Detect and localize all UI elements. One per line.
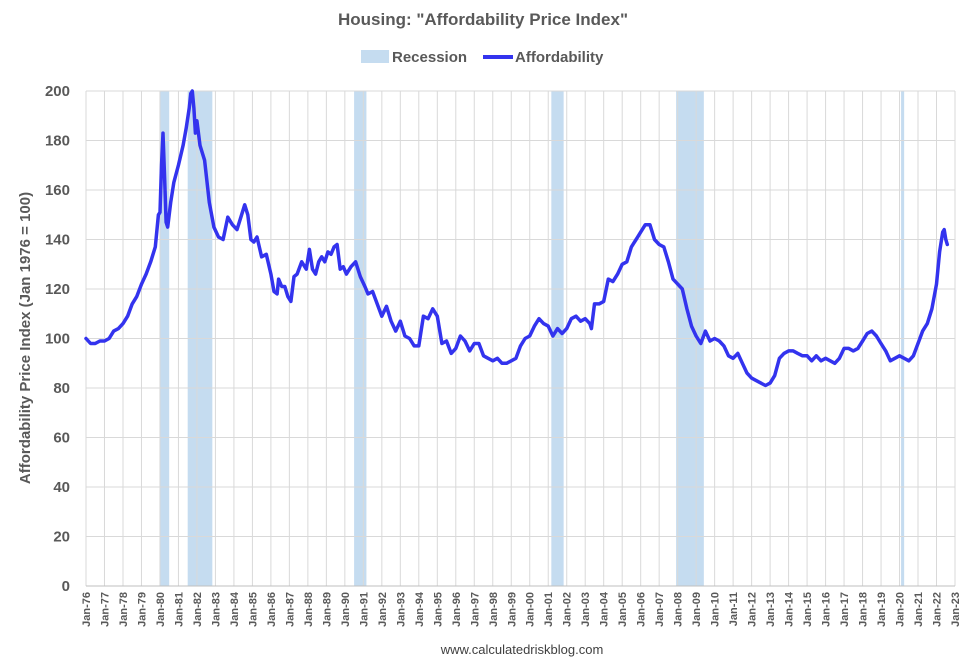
x-tick-label: Jan-16: [821, 592, 833, 627]
legend-recession-swatch: [361, 50, 389, 63]
x-tick-label: Jan-97: [469, 592, 481, 627]
x-tick-label: Jan-13: [765, 592, 777, 627]
x-tick-label: Jan-91: [358, 592, 370, 627]
y-tick-label: 80: [53, 380, 70, 397]
y-tick-label: 0: [62, 578, 70, 595]
legend-affordability-label: Affordability: [515, 49, 604, 66]
x-tick-label: Jan-89: [321, 592, 333, 627]
x-tick-label: Jan-93: [395, 592, 407, 627]
x-tick-label: Jan-88: [303, 592, 315, 627]
source-credit: www.calculatedriskblog.com: [440, 642, 604, 657]
x-tick-label: Jan-98: [488, 592, 500, 627]
x-tick-label: Jan-03: [580, 592, 592, 627]
x-tick-label: Jan-00: [525, 592, 537, 627]
x-tick-label: Jan-78: [118, 592, 130, 627]
series-line-affordability: [84, 89, 950, 388]
x-tick-label: Jan-18: [858, 592, 870, 627]
x-tick-label: Jan-06: [636, 592, 648, 627]
y-tick-label: 20: [53, 529, 70, 546]
x-tick-label: Jan-94: [414, 591, 426, 627]
x-tick-label: Jan-86: [266, 592, 278, 627]
y-tick-label: 100: [45, 331, 70, 348]
y-tick-label: 60: [53, 430, 70, 447]
x-tick-label: Jan-99: [506, 592, 518, 627]
x-tick-label: Jan-19: [876, 592, 888, 627]
x-tick-label: Jan-77: [99, 592, 111, 627]
x-tick-label: Jan-92: [377, 592, 389, 627]
x-axis-ticks: Jan-76 Jan-77 Jan-78 Jan-79 Jan-80 Jan-81 Jan-…: [81, 591, 962, 627]
y-tick-label: 120: [45, 281, 70, 298]
x-tick-label: Jan-05: [617, 592, 629, 627]
x-tick-label: Jan-87: [284, 592, 296, 627]
y-tick-label: 40: [53, 479, 70, 496]
y-tick-label: 180: [45, 133, 70, 150]
x-tick-label: Jan-84: [229, 591, 241, 627]
x-tick-label: Jan-90: [340, 592, 352, 627]
x-tick-label: Jan-01: [543, 592, 555, 627]
x-tick-label: Jan-17: [839, 592, 851, 627]
x-tick-label: Jan-12: [747, 592, 759, 627]
x-tick-label: Jan-07: [654, 592, 666, 627]
x-tick-label: Jan-04: [599, 591, 611, 627]
x-tick-label: Jan-09: [691, 592, 703, 627]
x-tick-label: Jan-23: [950, 592, 962, 627]
legend-recession-label: Recession: [392, 49, 467, 66]
x-tick-label: Jan-83: [210, 592, 222, 627]
x-tick-label: Jan-79: [136, 592, 148, 627]
y-axis-label: Affordability Price Index (Jan 1976 = 10…: [17, 192, 34, 484]
x-tick-label: Jan-14: [784, 591, 796, 627]
y-tick-label: 140: [45, 232, 70, 249]
y-axis-ticks: 0 20 40 60 80 100 120 140 160 180 200: [45, 83, 70, 595]
x-tick-label: Jan-15: [802, 592, 814, 627]
series-layer: [84, 89, 950, 388]
x-tick-label: Jan-85: [247, 592, 259, 627]
gridlines: [85, 90, 956, 587]
chart-title: Housing: "Affordability Price Index": [338, 10, 628, 29]
x-tick-label: Jan-10: [710, 592, 722, 627]
y-tick-label: 160: [45, 182, 70, 199]
x-tick-label: Jan-82: [192, 592, 204, 627]
x-tick-label: Jan-08: [673, 592, 685, 627]
legend: Recession Affordability: [361, 49, 604, 66]
x-tick-label: Jan-20: [895, 592, 907, 627]
x-tick-label: Jan-22: [932, 592, 944, 627]
x-tick-label: Jan-21: [913, 592, 925, 627]
y-tick-label: 200: [45, 83, 70, 100]
x-tick-label: Jan-81: [173, 592, 185, 627]
x-tick-label: Jan-96: [451, 592, 463, 627]
x-tick-label: Jan-95: [432, 592, 444, 627]
x-tick-label: Jan-11: [728, 592, 740, 626]
x-tick-label: Jan-76: [81, 592, 93, 627]
x-tick-label: Jan-02: [562, 592, 574, 627]
x-tick-label: Jan-80: [155, 592, 167, 627]
